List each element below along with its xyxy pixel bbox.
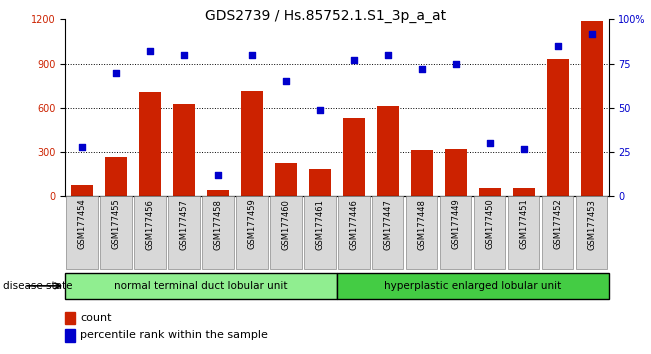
Bar <box>71 185 93 196</box>
Bar <box>134 196 165 269</box>
Bar <box>139 92 161 196</box>
Bar <box>169 196 200 269</box>
Bar <box>66 196 98 269</box>
Text: GDS2739 / Hs.85752.1.S1_3p_a_at: GDS2739 / Hs.85752.1.S1_3p_a_at <box>205 9 446 23</box>
Bar <box>65 329 75 342</box>
Point <box>519 146 529 152</box>
Bar <box>236 196 268 269</box>
Bar <box>337 273 609 299</box>
Point <box>213 172 223 178</box>
Bar <box>65 312 75 324</box>
Bar <box>309 169 331 196</box>
Bar <box>445 149 467 196</box>
Text: GSM177457: GSM177457 <box>180 199 189 250</box>
Point <box>587 31 597 36</box>
Bar <box>377 107 399 196</box>
Text: GSM177451: GSM177451 <box>519 199 528 250</box>
Point <box>247 52 257 58</box>
Text: GSM177456: GSM177456 <box>146 199 154 250</box>
Text: GSM177449: GSM177449 <box>451 199 460 250</box>
Bar <box>508 196 540 269</box>
Point <box>314 107 325 113</box>
Text: GSM177458: GSM177458 <box>214 199 223 250</box>
Bar <box>343 118 365 196</box>
Bar <box>474 196 505 269</box>
Text: normal terminal duct lobular unit: normal terminal duct lobular unit <box>114 281 288 291</box>
Text: GSM177446: GSM177446 <box>350 199 359 250</box>
Bar <box>406 196 437 269</box>
Bar <box>372 196 404 269</box>
Bar <box>581 21 603 196</box>
Text: GSM177459: GSM177459 <box>247 199 256 250</box>
Bar <box>173 103 195 196</box>
Text: GSM177454: GSM177454 <box>77 199 87 250</box>
Point <box>417 66 427 72</box>
Bar <box>440 196 471 269</box>
Bar <box>542 196 574 269</box>
Point <box>77 144 87 150</box>
Point <box>349 57 359 63</box>
Bar <box>547 59 569 196</box>
Bar <box>411 150 433 196</box>
Point <box>281 79 291 84</box>
Bar <box>202 196 234 269</box>
Text: GSM177452: GSM177452 <box>553 199 562 250</box>
Bar <box>105 158 127 196</box>
Bar <box>339 196 370 269</box>
Text: GSM177460: GSM177460 <box>281 199 290 250</box>
Bar <box>241 91 263 196</box>
Point <box>450 61 461 67</box>
Bar <box>576 196 607 269</box>
Text: GSM177448: GSM177448 <box>417 199 426 250</box>
Bar <box>513 188 534 196</box>
Text: hyperplastic enlarged lobular unit: hyperplastic enlarged lobular unit <box>384 281 561 291</box>
Text: GSM177455: GSM177455 <box>111 199 120 250</box>
Bar <box>270 196 301 269</box>
Bar <box>304 196 335 269</box>
Bar <box>207 190 229 196</box>
Bar <box>275 162 297 196</box>
Text: GSM177450: GSM177450 <box>485 199 494 250</box>
Bar <box>100 196 132 269</box>
Point <box>383 52 393 58</box>
Point <box>553 43 563 49</box>
Text: GSM177461: GSM177461 <box>315 199 324 250</box>
Point <box>179 52 189 58</box>
Text: count: count <box>80 313 112 322</box>
Text: GSM177447: GSM177447 <box>383 199 393 250</box>
Text: percentile rank within the sample: percentile rank within the sample <box>80 330 268 340</box>
Bar <box>65 273 337 299</box>
Text: disease state: disease state <box>3 281 73 291</box>
Point <box>145 48 155 54</box>
Point <box>484 141 495 146</box>
Bar <box>478 188 501 196</box>
Text: GSM177453: GSM177453 <box>587 199 596 250</box>
Point <box>111 70 121 75</box>
